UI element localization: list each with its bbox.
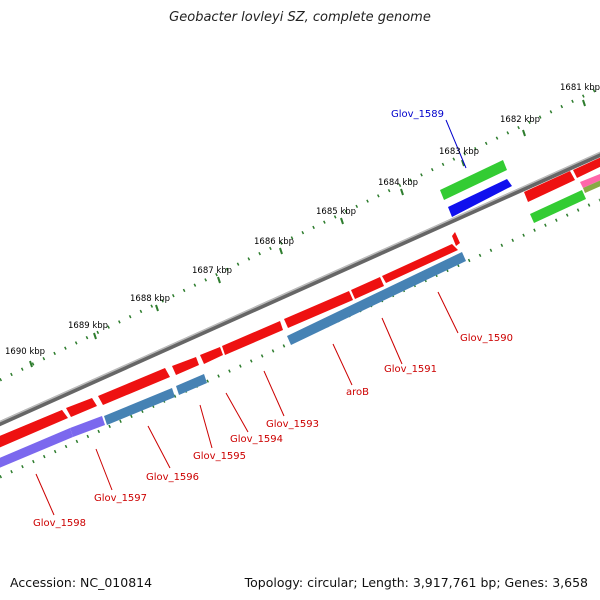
reverse-strand-features [0, 160, 600, 471]
major-tick [93, 332, 97, 340]
major-tick [522, 129, 526, 137]
gene-feature[interactable] [0, 428, 73, 471]
major-tick [217, 276, 221, 284]
accession-text: Accession: NC_010814 [10, 575, 153, 590]
gene-feature[interactable] [104, 388, 175, 425]
gene-feature[interactable] [448, 179, 512, 217]
scale-label: 1688 kbp [130, 294, 170, 304]
gene-feature[interactable] [287, 252, 466, 345]
gene-label[interactable]: Glov_1591 [384, 364, 437, 375]
gene-feature[interactable] [70, 416, 105, 437]
gene-feature[interactable] [452, 232, 460, 246]
gene-label[interactable]: Glov_1594 [230, 434, 283, 445]
major-ticks [29, 99, 586, 368]
major-tick [340, 217, 344, 225]
gene-label[interactable]: Glov_1595 [193, 451, 246, 462]
scale-label: 1684 kbp [378, 178, 418, 188]
scale-labels: 1681 kbp 1682 kbp 1683 kbp 1684 kbp 1685… [5, 83, 600, 357]
gene-feature[interactable] [530, 190, 586, 223]
gene-label[interactable]: Glov_1593 [266, 419, 319, 430]
scale-label: 1689 kbp [68, 321, 108, 331]
gene-label[interactable]: Glov_1598 [33, 518, 86, 529]
major-tick [29, 360, 33, 368]
major-tick [582, 99, 586, 107]
scale-label: 1682 kbp [500, 115, 540, 125]
scale-label: 1685 kbp [316, 207, 356, 217]
scale-label: 1687 kbp [192, 266, 232, 276]
gene-label[interactable]: Glov_1596 [146, 472, 199, 483]
scale-label: 1681 kbp [560, 83, 600, 93]
gene-feature[interactable] [440, 160, 507, 200]
major-tick [155, 304, 159, 312]
gene-label[interactable]: Glov_1590 [460, 333, 513, 344]
map-title: Geobacter lovleyi SZ, complete genome [169, 10, 431, 25]
gene-feature[interactable] [583, 176, 600, 193]
scale-label: 1690 kbp [5, 347, 45, 357]
major-tick [461, 159, 465, 167]
gene-label[interactable]: Glov_1597 [94, 493, 147, 504]
major-tick [279, 247, 283, 255]
gene-label-highlight[interactable]: Glov_1589 [391, 109, 444, 120]
gene-feature[interactable] [176, 374, 207, 395]
label-leaders [35, 119, 467, 516]
forward-strand-features [0, 153, 600, 450]
gene-feature[interactable] [172, 357, 199, 375]
gene-feature[interactable] [573, 153, 600, 178]
genome-backbone [0, 151, 600, 427]
gene-feature[interactable] [284, 291, 353, 328]
gene-feature[interactable] [524, 171, 575, 202]
scale-label: 1683 kbp [439, 147, 479, 157]
scale-label: 1686 kbp [254, 237, 294, 247]
gene-feature[interactable] [222, 321, 283, 355]
gene-feature[interactable] [382, 244, 458, 283]
genome-summary-text: Topology: circular; Length: 3,917,761 bp… [244, 575, 588, 590]
gene-label[interactable]: aroB [346, 387, 369, 398]
gene-feature[interactable] [200, 347, 223, 364]
major-tick [400, 188, 404, 196]
gene-feature[interactable] [0, 410, 68, 450]
gene-feature[interactable] [351, 277, 384, 299]
gene-feature[interactable] [66, 398, 97, 417]
gene-feature[interactable] [98, 368, 170, 405]
gene-feature[interactable] [580, 170, 600, 188]
gene-labels: Glov_1589 Glov_1590 Glov_1591 aroB Glov_… [33, 109, 513, 529]
